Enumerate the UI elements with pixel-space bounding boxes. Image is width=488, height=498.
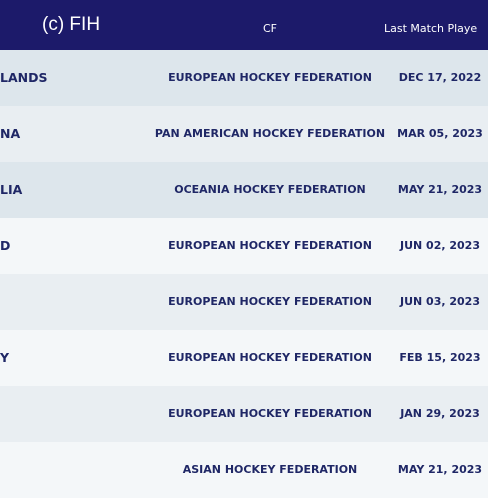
table-header: CF Last Match Playe (c) FIH xyxy=(0,0,488,50)
cell-cf: OCEANIA HOCKEY FEDERATION xyxy=(174,183,366,196)
cell-team: LANDS xyxy=(0,70,48,85)
header-cf: CF xyxy=(262,22,277,35)
cell-cf: EUROPEAN HOCKEY FEDERATION xyxy=(168,351,372,364)
cell-date: JAN 29, 2023 xyxy=(400,407,480,420)
cell-date: DEC 17, 2022 xyxy=(398,71,482,84)
page: CF Last Match Playe (c) FIH LANDS EUROPEA… xyxy=(0,0,488,476)
cell-date: MAY 21, 2023 xyxy=(397,463,483,476)
table-row[interactable]: Y EUROPEAN HOCKEY FEDERATION FEB 15, 2023 xyxy=(0,330,488,386)
cell-date: MAR 05, 2023 xyxy=(397,127,483,140)
table-row[interactable]: EUROPEAN HOCKEY FEDERATION JAN 29, 2023 xyxy=(0,386,488,442)
cell-cf: EUROPEAN HOCKEY FEDERATION xyxy=(168,407,372,420)
cell-cf: ASIAN HOCKEY FEDERATION xyxy=(182,463,358,476)
cell-team: NA xyxy=(0,126,21,141)
cell-cf: EUROPEAN HOCKEY FEDERATION xyxy=(168,295,372,308)
table-row[interactable]: NA PAN AMERICAN HOCKEY FEDERATION MAR 05, … xyxy=(0,106,488,162)
cell-cf: EUROPEAN HOCKEY FEDERATION xyxy=(168,71,372,84)
cell-date: MAY 21, 2023 xyxy=(397,183,483,196)
table-row[interactable]: D EUROPEAN HOCKEY FEDERATION JUN 02, 2023 xyxy=(0,218,488,274)
table-row[interactable]: EUROPEAN HOCKEY FEDERATION JUN 03, 2023 xyxy=(0,274,488,330)
table-row[interactable]: LIA OCEANIA HOCKEY FEDERATION MAY 21, 2023 xyxy=(0,162,488,218)
cell-date: JUN 02, 2023 xyxy=(400,239,480,252)
table-row[interactable]: ASIAN HOCKEY FEDERATION MAY 21, 2023 xyxy=(0,442,488,498)
cell-team: D xyxy=(0,238,11,253)
cell-cf: EUROPEAN HOCKEY FEDERATION xyxy=(168,239,372,252)
header-date: Last Match Playe xyxy=(384,22,478,35)
cell-team: Y xyxy=(0,350,10,365)
cell-date: FEB 15, 2023 xyxy=(399,351,481,364)
table-row[interactable]: LANDS EUROPEAN HOCKEY FEDERATION DEC 17, 2… xyxy=(0,50,488,106)
cell-date: JUN 03, 2023 xyxy=(400,295,480,308)
cell-team: LIA xyxy=(0,182,23,197)
cell-cf: PAN AMERICAN HOCKEY FEDERATION xyxy=(154,127,386,140)
watermark: (c) FIH xyxy=(42,14,101,35)
